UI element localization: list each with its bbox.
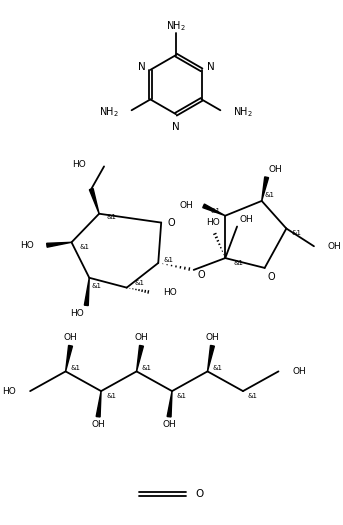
Text: &1: &1	[210, 208, 220, 214]
Text: OH: OH	[205, 333, 219, 342]
Text: &1: &1	[107, 214, 117, 219]
Polygon shape	[66, 345, 72, 371]
Text: &1: &1	[91, 282, 101, 289]
Polygon shape	[137, 345, 143, 371]
Text: &1: &1	[142, 365, 152, 371]
Text: NH$_2$: NH$_2$	[99, 106, 119, 119]
Text: &1: &1	[134, 280, 145, 286]
Text: OH: OH	[162, 420, 176, 429]
Polygon shape	[90, 188, 99, 214]
Text: OH: OH	[269, 165, 282, 174]
Text: O: O	[268, 272, 275, 282]
Text: OH: OH	[64, 333, 78, 342]
Text: N: N	[172, 122, 180, 132]
Text: NH$_2$: NH$_2$	[166, 19, 186, 34]
Text: O: O	[198, 270, 205, 280]
Text: HO: HO	[3, 386, 16, 396]
Text: N: N	[206, 62, 214, 72]
Polygon shape	[84, 278, 89, 306]
Text: &1: &1	[71, 365, 81, 371]
Text: &1: &1	[106, 393, 116, 399]
Polygon shape	[167, 391, 172, 417]
Text: OH: OH	[292, 367, 306, 376]
Text: OH: OH	[134, 333, 149, 342]
Text: OH: OH	[328, 242, 342, 251]
Text: &1: &1	[80, 244, 90, 250]
Text: HO: HO	[71, 309, 84, 318]
Text: &1: &1	[265, 192, 275, 198]
Polygon shape	[262, 177, 269, 201]
Text: OH: OH	[91, 420, 105, 429]
Text: &1: &1	[177, 393, 187, 399]
Polygon shape	[208, 345, 214, 371]
Text: O: O	[196, 489, 204, 499]
Text: N: N	[138, 62, 145, 72]
Text: OH: OH	[180, 201, 194, 211]
Text: HO: HO	[163, 288, 177, 297]
Polygon shape	[203, 204, 225, 216]
Text: &1: &1	[291, 230, 301, 236]
Text: &1: &1	[248, 393, 258, 399]
Text: O: O	[167, 217, 175, 228]
Text: &1: &1	[163, 257, 173, 263]
Text: &1: &1	[212, 365, 223, 371]
Text: HO: HO	[73, 160, 86, 169]
Polygon shape	[47, 243, 72, 247]
Polygon shape	[96, 391, 101, 417]
Text: OH: OH	[239, 215, 253, 224]
Text: HO: HO	[20, 241, 34, 250]
Text: HO: HO	[206, 218, 220, 227]
Text: NH$_2$: NH$_2$	[233, 106, 253, 119]
Text: &1: &1	[233, 260, 243, 266]
